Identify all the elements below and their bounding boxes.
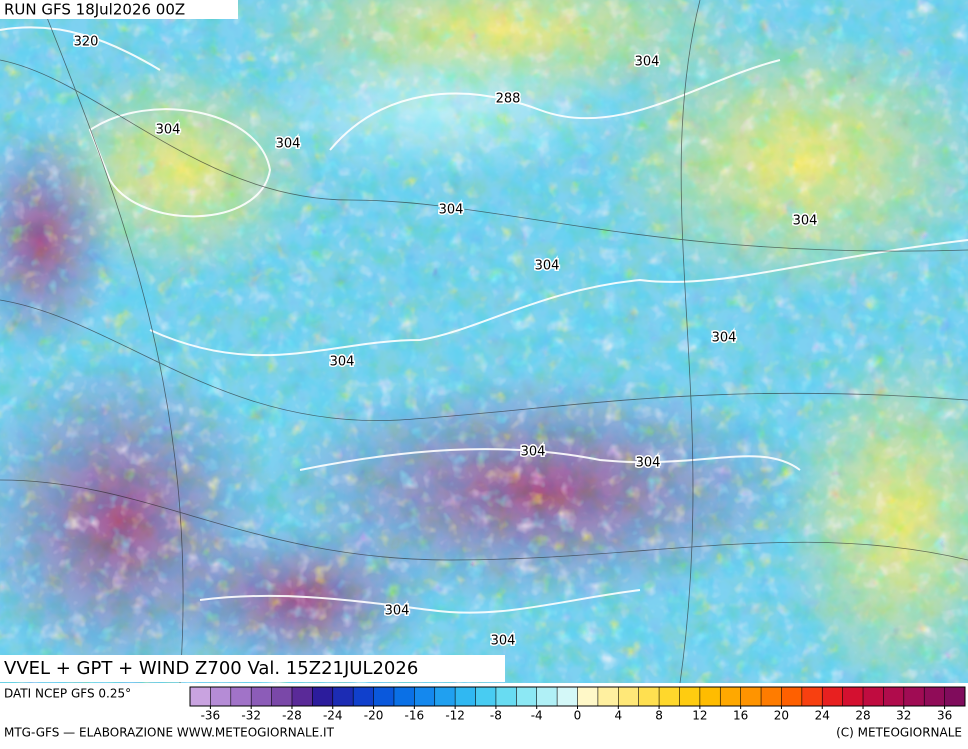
- colorbar-tick-label: -32: [241, 709, 261, 723]
- run-label: RUN GFS 18Jul2026 00Z: [4, 1, 185, 19]
- colorbar-tick-label: -28: [282, 709, 302, 723]
- colorbar-swatch: [781, 687, 803, 706]
- header-box: [0, 0, 238, 19]
- contour-label: 320: [74, 35, 99, 50]
- colorbar-swatch: [557, 687, 578, 706]
- colorbar-tick-label: -16: [405, 709, 425, 723]
- colorbar-tick-label: 4: [614, 709, 622, 723]
- colorbar-swatch: [679, 687, 701, 706]
- colorbar-swatch: [597, 687, 619, 706]
- colorbar-swatch: [822, 687, 843, 706]
- colorbar-tick-label: -4: [531, 709, 543, 723]
- colorbar-swatch: [332, 687, 354, 706]
- contour-label: 304: [793, 214, 818, 229]
- contour-label: 304: [535, 259, 560, 274]
- colorbar-tick-label: -8: [490, 709, 502, 723]
- contour-label: 304: [712, 331, 737, 346]
- colorbar-swatch: [271, 687, 293, 706]
- colorbar-tick-label: -36: [201, 709, 221, 723]
- colorbar-swatch: [291, 687, 313, 706]
- credit-right: (C) METEOGIORNALE: [836, 726, 962, 740]
- colorbar-tick-label: 28: [855, 709, 870, 723]
- colorbar-swatch: [536, 687, 558, 706]
- contour-label: 304: [330, 355, 355, 370]
- colorbar-swatch: [312, 687, 334, 706]
- title-box: [0, 655, 505, 682]
- colorbar-swatch: [618, 687, 639, 706]
- colorbar-swatch: [373, 687, 395, 706]
- colorbar-tick-label: 24: [815, 709, 830, 723]
- colorbar-swatch: [393, 687, 415, 706]
- colorbar-swatch: [924, 687, 945, 706]
- contour-label: 304: [276, 137, 301, 152]
- contour-label: 288: [496, 92, 521, 107]
- colorbar-swatch: [659, 687, 680, 706]
- contour-label: 304: [439, 203, 464, 218]
- contour-label: 304: [521, 445, 546, 460]
- colorbar-swatch: [577, 687, 599, 706]
- colorbar-tick-label: 0: [574, 709, 582, 723]
- colorbar-swatch: [903, 687, 925, 706]
- colorbar-swatch: [638, 687, 660, 706]
- colorbar-swatch: [455, 687, 476, 706]
- colorbar-swatch: [883, 687, 905, 706]
- colorbar-swatch: [353, 687, 374, 706]
- colorbar-tick-label: 8: [655, 709, 663, 723]
- map-title: VVEL + GPT + WIND Z700 Val. 15Z21JUL2026: [4, 658, 418, 679]
- colorbar-swatch: [699, 687, 721, 706]
- credit-left: MTG-GFS — ELABORAZIONE WWW.METEOGIORNALE…: [4, 726, 335, 740]
- contour-label: 304: [385, 604, 410, 619]
- contour-label: 304: [636, 456, 661, 471]
- colorbar-swatch: [414, 687, 436, 706]
- colorbar-swatch: [720, 687, 741, 706]
- colorbar-tick-label: 20: [774, 709, 789, 723]
- contour-label: 304: [635, 55, 660, 70]
- colorbar-tick-label: 32: [896, 709, 911, 723]
- colorbar-swatch: [251, 687, 272, 706]
- colorbar-swatch: [761, 687, 782, 706]
- colorbar-tick-label: -12: [445, 709, 465, 723]
- colorbar-tick-label: 36: [937, 709, 952, 723]
- colorbar-swatch: [475, 687, 497, 706]
- colorbar-swatch: [230, 687, 252, 706]
- colorbar-swatch: [434, 687, 456, 706]
- colorbar-tick-label: 12: [692, 709, 707, 723]
- colorbar-swatch: [944, 687, 966, 706]
- colorbar-swatch: [801, 687, 823, 706]
- colorbar-swatch: [842, 687, 864, 706]
- colorbar: -36 -32 -28 -24 -20 -16 -12 -8 -4 0 4 8 12 16 20 24 28 32…: [189, 686, 966, 723]
- colorbar-swatch: [210, 687, 232, 706]
- colorbar-swatch: [863, 687, 884, 706]
- colorbar-swatch: [516, 687, 538, 706]
- colorbar-swatch: [495, 687, 517, 706]
- contour-label: 304: [491, 634, 516, 649]
- map-field: [0, 0, 968, 700]
- colorbar-tick-label: -24: [323, 709, 343, 723]
- contour-labels: 320 304 288 304 304 304 304 304 304 304 304 304 304 3…: [72, 33, 819, 650]
- source-label: DATI NCEP GFS 0.25°: [4, 687, 131, 701]
- colorbar-tick-label: -20: [364, 709, 384, 723]
- contour-label: 304: [156, 123, 181, 138]
- colorbar-tick-label: 16: [733, 709, 748, 723]
- colorbar-swatch: [190, 687, 211, 706]
- colorbar-swatch: [740, 687, 762, 706]
